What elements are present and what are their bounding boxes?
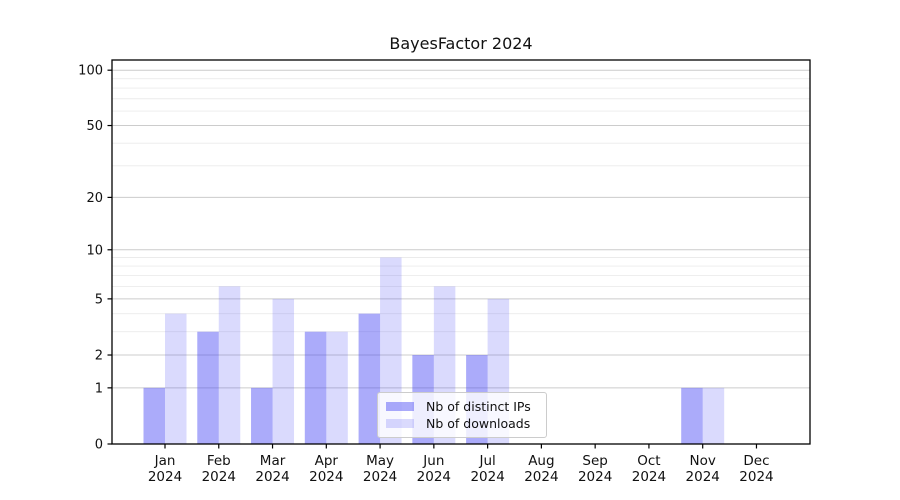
- legend: Nb of distinct IPs Nb of downloads: [377, 392, 547, 438]
- legend-swatch-distinct-ips: [386, 402, 414, 411]
- svg-text:20: 20: [86, 191, 103, 206]
- svg-text:Jan: Jan: [154, 453, 176, 469]
- svg-text:May: May: [366, 453, 394, 469]
- svg-text:Dec: Dec: [743, 453, 769, 469]
- svg-text:Jul: Jul: [478, 453, 495, 469]
- svg-text:1: 1: [95, 381, 103, 396]
- svg-text:2024: 2024: [202, 469, 236, 485]
- svg-text:100: 100: [78, 64, 103, 79]
- svg-text:2024: 2024: [739, 469, 773, 485]
- svg-text:2024: 2024: [524, 469, 558, 485]
- svg-text:5: 5: [95, 292, 103, 307]
- svg-text:2024: 2024: [309, 469, 343, 485]
- svg-text:Oct: Oct: [637, 453, 660, 469]
- svg-text:Jun: Jun: [422, 453, 444, 469]
- svg-text:10: 10: [86, 243, 103, 258]
- svg-text:2024: 2024: [417, 469, 451, 485]
- svg-text:2: 2: [95, 349, 103, 364]
- svg-text:2024: 2024: [632, 469, 666, 485]
- svg-text:2024: 2024: [363, 469, 397, 485]
- svg-text:50: 50: [86, 119, 103, 134]
- svg-text:2024: 2024: [686, 469, 720, 485]
- svg-text:Sep: Sep: [582, 453, 607, 469]
- svg-text:2024: 2024: [470, 469, 504, 485]
- legend-item-distinct-ips: Nb of distinct IPs: [386, 398, 537, 415]
- svg-text:Nov: Nov: [690, 453, 716, 469]
- svg-text:Mar: Mar: [260, 453, 286, 469]
- svg-text:2024: 2024: [148, 469, 182, 485]
- svg-text:0: 0: [95, 438, 103, 453]
- legend-label-distinct-ips: Nb of distinct IPs: [426, 399, 531, 414]
- legend-swatch-downloads: [386, 419, 414, 428]
- svg-text:Apr: Apr: [315, 453, 339, 469]
- svg-text:2024: 2024: [255, 469, 289, 485]
- legend-item-downloads: Nb of downloads: [386, 415, 537, 432]
- svg-text:Feb: Feb: [207, 453, 231, 469]
- svg-text:Aug: Aug: [528, 453, 554, 469]
- legend-label-downloads: Nb of downloads: [426, 416, 530, 431]
- chart-figure: BayesFactor 2024 0125102050100Jan2024Feb…: [0, 0, 900, 500]
- svg-text:2024: 2024: [578, 469, 612, 485]
